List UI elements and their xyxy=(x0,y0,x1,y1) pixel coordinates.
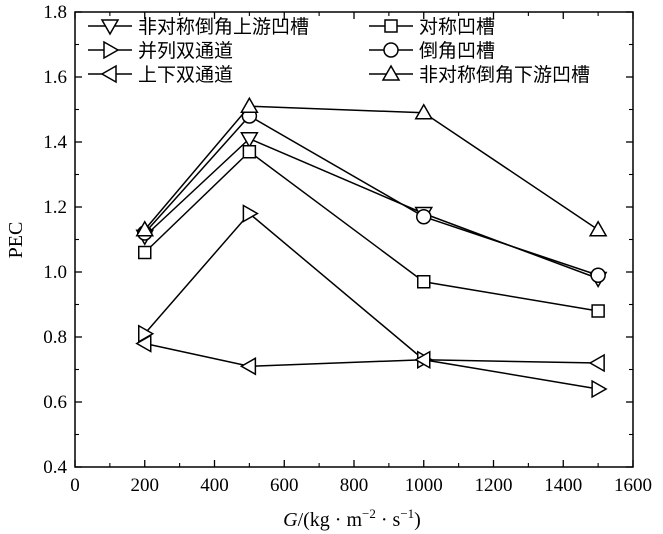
data-point xyxy=(239,356,257,376)
legend-item-6: 非对称倒角下游凹槽 xyxy=(369,64,590,86)
data-point xyxy=(588,220,608,237)
legend-item-5: 上下双通道 xyxy=(88,64,233,86)
y-tick-label: 1.4 xyxy=(43,132,67,153)
legend-label: 并列双通道 xyxy=(138,40,233,62)
legend-label: 上下双通道 xyxy=(138,64,233,86)
x-axis-title-unit-prefix: /(kg · m xyxy=(298,509,363,531)
series-line xyxy=(144,150,599,312)
x-tick-label: 0 xyxy=(70,475,80,496)
legend-item-1: 非对称倒角上游凹槽 xyxy=(88,16,309,38)
data-point xyxy=(588,353,605,373)
y-tick-label: 0.4 xyxy=(43,457,67,478)
x-tick-label: 800 xyxy=(340,475,369,496)
data-point xyxy=(414,103,434,120)
x-axis-title-var: G xyxy=(283,509,298,531)
legend-item-3: 并列双通道 xyxy=(88,40,233,62)
y-tick-label: 1.6 xyxy=(43,67,67,88)
legend-marker xyxy=(100,19,120,36)
x-axis-title-exp1: −2 xyxy=(362,506,376,521)
data-point xyxy=(135,334,152,353)
y-tick-label: 1.8 xyxy=(43,2,67,23)
data-point xyxy=(590,267,606,283)
legend-item-4: 倒角凹槽 xyxy=(369,40,495,62)
x-axis-title-unit-suffix: ) xyxy=(414,509,421,531)
y-axis-title: PEC xyxy=(5,222,27,259)
x-tick-label: 200 xyxy=(131,475,160,496)
x-axis-title-exp2: −1 xyxy=(400,506,414,521)
data-point xyxy=(591,379,608,399)
legend-marker xyxy=(100,64,117,84)
legend-marker xyxy=(103,40,120,60)
x-tick-label: 1600 xyxy=(614,475,652,496)
data-point xyxy=(242,145,257,159)
axis-ticks: 0 200 400 600 800 1000 1200 1400 1600 0.4 0.6 0.8 1.… xyxy=(43,2,652,496)
x-axis-title-mid: · s xyxy=(376,509,401,531)
legend-marker xyxy=(381,64,401,81)
series-5 xyxy=(135,334,605,376)
data-point xyxy=(138,245,152,260)
series-6 xyxy=(135,96,608,237)
legend-marker xyxy=(383,42,399,58)
x-tick-label: 1000 xyxy=(405,475,443,496)
series-3 xyxy=(138,204,608,399)
legend-label: 非对称倒角上游凹槽 xyxy=(138,16,309,38)
legend-marker xyxy=(384,19,398,33)
y-tick-label: 1.0 xyxy=(43,262,67,283)
y-tick-label: 0.8 xyxy=(43,327,67,348)
data-point xyxy=(135,220,155,237)
series-line xyxy=(144,115,599,276)
x-tick-label: 1400 xyxy=(544,475,582,496)
data-point xyxy=(242,204,259,223)
data-point xyxy=(240,132,259,149)
legend-label: 非对称倒角下游凹槽 xyxy=(419,64,590,86)
x-tick-label: 600 xyxy=(270,475,299,496)
data-point xyxy=(414,350,431,370)
x-axis-title: G/(kg · m−2 · s−1) xyxy=(283,506,421,531)
series-line xyxy=(144,212,599,390)
legend-label: 倒角凹槽 xyxy=(419,40,495,62)
data-series xyxy=(135,96,608,399)
series-2 xyxy=(138,145,605,318)
y-tick-label: 0.6 xyxy=(43,392,67,413)
series-line xyxy=(144,137,599,280)
data-point xyxy=(416,209,432,225)
series-line xyxy=(144,105,599,231)
y-tick-label: 1.2 xyxy=(43,197,67,218)
data-point xyxy=(591,304,605,318)
legend-item-2: 对称凹槽 xyxy=(369,16,495,38)
series-4 xyxy=(137,108,606,283)
data-point xyxy=(240,96,259,113)
x-tick-label: 1200 xyxy=(475,475,513,496)
series-line xyxy=(144,342,599,368)
x-tick-label: 400 xyxy=(200,475,229,496)
data-point xyxy=(417,275,431,289)
legend-label: 对称凹槽 xyxy=(419,16,495,38)
